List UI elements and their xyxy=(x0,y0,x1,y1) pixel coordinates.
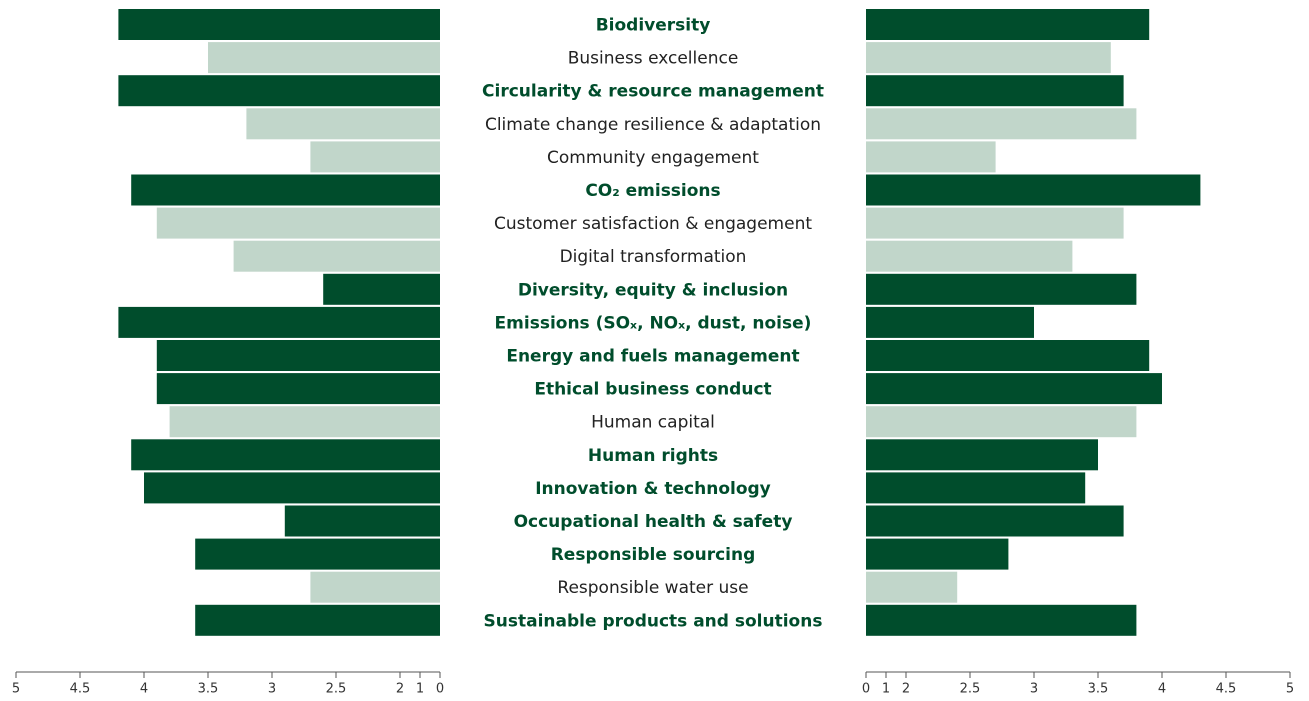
bar xyxy=(866,340,1150,371)
x-tick-label: 2 xyxy=(396,682,404,697)
category-label: Innovation & technology xyxy=(535,479,771,499)
category-label: Emissions (SOₓ, NOₓ, dust, noise) xyxy=(495,313,812,333)
bar xyxy=(866,174,1201,206)
bar xyxy=(284,505,440,537)
bar xyxy=(866,9,1150,40)
bar xyxy=(866,406,1137,438)
bar xyxy=(156,373,441,405)
bar xyxy=(866,538,1009,570)
category-label: CO₂ emissions xyxy=(585,181,720,201)
bar xyxy=(233,240,440,272)
category-label: Climate change resilience & adaptation xyxy=(485,115,821,135)
bar xyxy=(866,42,1111,74)
bar xyxy=(866,472,1086,504)
category-label: Biodiversity xyxy=(596,16,711,36)
category-label: Community engagement xyxy=(547,148,759,168)
x-tick-label: 3.5 xyxy=(198,682,219,697)
bar xyxy=(866,240,1073,272)
bar xyxy=(118,75,441,107)
bar xyxy=(310,571,440,603)
category-label: Occupational health & safety xyxy=(514,512,793,532)
category-label: Business excellence xyxy=(568,49,739,69)
bar xyxy=(131,439,440,471)
bar xyxy=(156,340,441,371)
bar xyxy=(866,108,1137,140)
category-label: Circularity & resource management xyxy=(482,82,824,102)
bar xyxy=(208,42,440,74)
x-tick-label: 4 xyxy=(140,682,148,697)
bar xyxy=(866,373,1162,405)
x-tick-label: 2 xyxy=(902,682,910,697)
category-label: Ethical business conduct xyxy=(534,380,771,400)
category-label: Responsible sourcing xyxy=(551,545,756,565)
category-label: Diversity, equity & inclusion xyxy=(518,280,788,300)
x-tick-label: 0 xyxy=(436,682,444,697)
category-label: Digital transformation xyxy=(560,247,747,267)
bar xyxy=(866,207,1124,239)
bar xyxy=(866,75,1124,107)
x-tick-label: 3 xyxy=(268,682,276,697)
bar xyxy=(246,108,440,140)
x-tick-label: 1 xyxy=(416,682,424,697)
x-tick-label: 3.5 xyxy=(1088,682,1109,697)
bar xyxy=(866,273,1137,305)
category-label: Customer satisfaction & engagement xyxy=(494,214,812,234)
x-tick-label: 4.5 xyxy=(70,682,91,697)
bar xyxy=(118,306,441,338)
bar xyxy=(866,505,1124,537)
bar xyxy=(118,9,441,40)
x-tick-label: 5 xyxy=(12,682,20,697)
category-label: Human rights xyxy=(588,446,718,466)
category-label: Responsible water use xyxy=(557,578,748,598)
x-tick-label: 4 xyxy=(1158,682,1166,697)
bar xyxy=(131,174,440,206)
x-tick-label: 0 xyxy=(862,682,870,697)
x-tick-label: 2.5 xyxy=(960,682,981,697)
category-label: Human capital xyxy=(591,413,715,433)
bar xyxy=(866,439,1098,471)
bar xyxy=(866,306,1034,338)
x-tick-label: 4.5 xyxy=(1216,682,1237,697)
x-tick-label: 2.5 xyxy=(326,682,347,697)
bar xyxy=(866,604,1137,636)
bar xyxy=(866,571,958,603)
bar xyxy=(323,273,440,305)
bar xyxy=(195,604,440,636)
bar xyxy=(169,406,440,438)
bar xyxy=(866,141,996,173)
bar xyxy=(156,207,441,239)
bar xyxy=(144,472,440,504)
bar xyxy=(310,141,440,173)
bar xyxy=(195,538,440,570)
x-tick-label: 5 xyxy=(1286,682,1294,697)
x-tick-label: 3 xyxy=(1030,682,1038,697)
category-label: Energy and fuels management xyxy=(506,347,799,367)
category-label: Sustainable products and solutions xyxy=(484,611,823,631)
x-tick-label: 1 xyxy=(882,682,890,697)
